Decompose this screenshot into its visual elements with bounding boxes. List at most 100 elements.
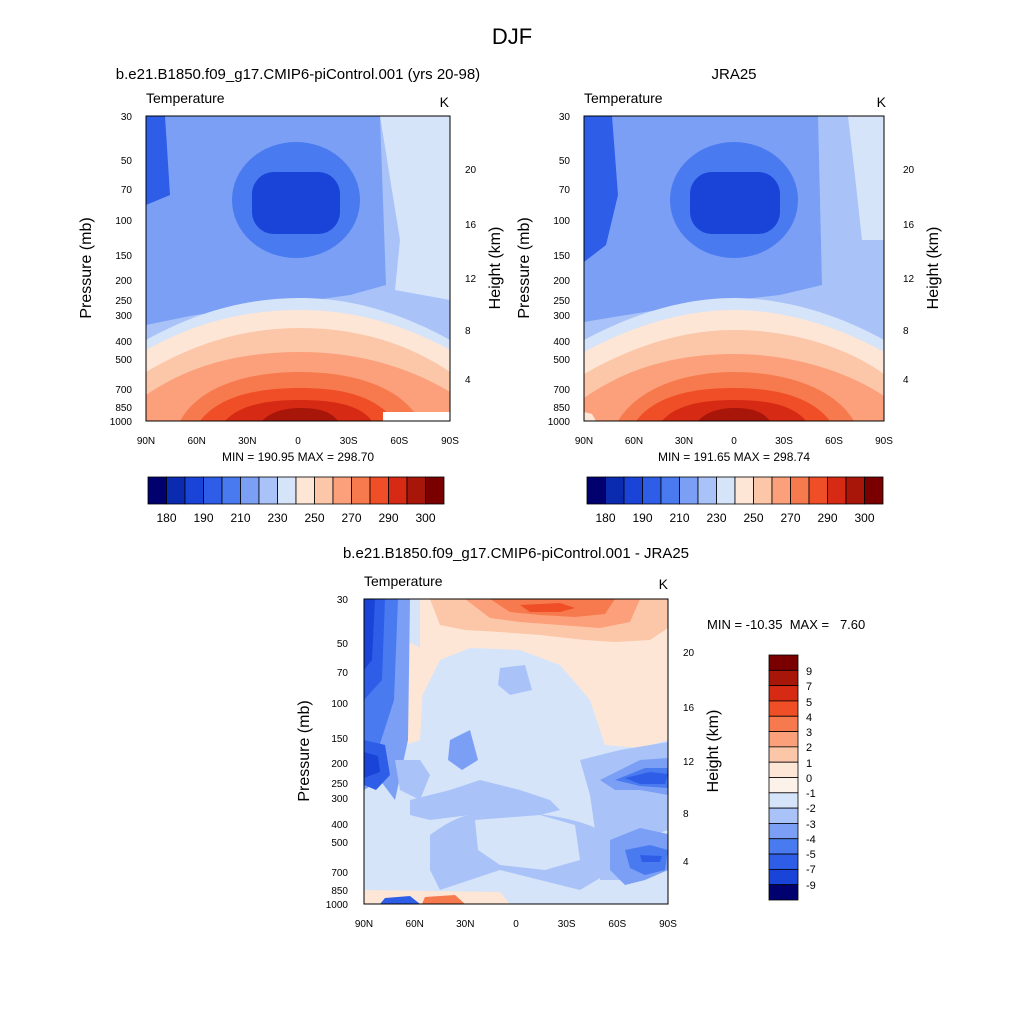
colorbar-swatch <box>827 476 847 505</box>
right-axis-label: Height (km) <box>705 710 722 793</box>
colorbar-swatch <box>768 715 799 732</box>
colorbar <box>147 476 445 505</box>
x-tick-label: 30N <box>675 436 693 447</box>
x-tick-label: 0 <box>731 436 737 447</box>
x-tick-label: 30S <box>775 436 793 447</box>
right-tick-labels: 20 16 12 8 4 <box>683 648 695 868</box>
y-tick-label: 400 <box>331 820 348 831</box>
x-tick-label: 60S <box>390 436 408 447</box>
colorbar-label: 270 <box>780 511 800 525</box>
colorbar-label: 0 <box>806 773 812 785</box>
height-tick-label: 4 <box>465 375 471 386</box>
y-tick-label: 250 <box>553 296 570 307</box>
axis-ticks: 90N 60N 30N 0 30S 60S 90S 30 50 70 100 1… <box>548 112 915 447</box>
colorbar-label: -7 <box>806 864 816 876</box>
colorbar-swatch <box>351 476 371 505</box>
panel-title: b.e21.B1850.f09_g17.CMIP6-piControl.001 … <box>116 66 480 83</box>
colorbar-labels: 9 7 5 4 3 2 1 0 -1 -2 -3 -4 -5 -7 -9 <box>806 666 816 892</box>
plot-frame <box>145 115 451 422</box>
y-tick-label: 250 <box>115 296 132 307</box>
stats-label: MIN = 191.65 MAX = 298.74 <box>658 450 810 464</box>
x-tick-label: 90S <box>875 436 893 447</box>
colorbar-label: 230 <box>267 511 287 525</box>
colorbar-swatch <box>258 476 278 505</box>
y-tick-label: 50 <box>559 156 571 167</box>
x-tick-label: 90S <box>441 436 459 447</box>
colorbar-swatch <box>768 853 799 870</box>
colorbar-swatch <box>768 761 799 778</box>
colorbar-label: -3 <box>806 819 816 831</box>
colorbar-swatch <box>768 669 799 687</box>
colorbar-label: -1 <box>806 788 816 800</box>
x-tick-labels: 90N 60N 30N 0 30S 60S 90S <box>137 436 459 447</box>
x-tick-label: 60N <box>406 919 424 930</box>
x-tick-label: 60S <box>825 436 843 447</box>
panel-units: K <box>440 94 450 110</box>
y-tick-label: 30 <box>337 595 349 606</box>
right-axis-label: Height (km) <box>487 227 504 310</box>
x-tick-label: 60S <box>608 919 626 930</box>
colorbar-swatch <box>768 792 799 809</box>
colorbar-swatch <box>642 476 662 505</box>
colorbar-swatch <box>808 476 828 505</box>
colorbar-label: 180 <box>156 511 176 525</box>
right-tick-labels: 20 16 12 8 4 <box>903 165 915 386</box>
colorbar-swatch <box>586 476 606 505</box>
x-tick-labels: 90N 60N 30N 0 30S 60S 90S <box>355 919 677 930</box>
colorbar-label: 5 <box>806 697 812 709</box>
colorbar-swatch <box>697 476 717 505</box>
colorbar-label: 180 <box>595 511 615 525</box>
plot-frame <box>583 115 885 422</box>
colorbar-swatch <box>768 700 799 717</box>
axis-ticks: 90N 60N 30N 0 30S 60S 90S 30 50 70 100 1… <box>110 112 477 447</box>
right-tick-labels: 20 16 12 8 4 <box>465 165 477 386</box>
colorbar-swatch <box>768 807 799 824</box>
colorbar-label: 9 <box>806 666 812 678</box>
colorbar-label: -5 <box>806 849 816 861</box>
y-tick-label: 300 <box>553 311 570 322</box>
contour-field <box>364 599 668 904</box>
y-axis-label: Pressure (mb) <box>78 217 95 318</box>
y-tick-label: 100 <box>553 216 570 227</box>
colorbar-swatch <box>753 476 773 505</box>
colorbar-swatch <box>716 476 736 505</box>
height-tick-label: 16 <box>683 703 695 714</box>
colorbar-swatch <box>605 476 625 505</box>
panel-title: b.e21.B1850.f09_g17.CMIP6-piControl.001 … <box>343 545 689 562</box>
height-tick-label: 12 <box>903 274 915 285</box>
colorbar-label: 210 <box>230 511 250 525</box>
colorbar-label: -4 <box>806 834 816 846</box>
y-tick-label: 70 <box>559 185 571 196</box>
contour-field <box>146 116 450 421</box>
stats-label: MIN = -10.35 MAX = 7.60 <box>707 617 865 632</box>
colorbar-swatch <box>768 746 799 763</box>
colorbar-swatch <box>295 476 315 505</box>
colorbar-swatch <box>790 476 810 505</box>
x-tick-label: 30S <box>340 436 358 447</box>
y-tick-label: 1000 <box>548 417 571 428</box>
y-tick-label: 1000 <box>326 900 349 911</box>
colorbar-label: 290 <box>817 511 837 525</box>
x-tick-labels: 90N 60N 30N 0 30S 60S 90S <box>575 436 893 447</box>
plot-frame <box>363 598 669 905</box>
colorbar-swatch <box>184 476 204 505</box>
height-tick-label: 20 <box>683 648 695 659</box>
panel-reanalysis: JRA25 Temperature K 90N 60N <box>516 66 942 525</box>
colorbar-label: 7 <box>806 681 812 693</box>
y-tick-label: 850 <box>331 886 348 897</box>
colorbar-label: -2 <box>806 803 816 815</box>
x-tick-label: 0 <box>295 436 301 447</box>
height-tick-label: 20 <box>903 165 915 176</box>
x-tick-label: 60N <box>625 436 643 447</box>
colorbar-label: 250 <box>743 511 763 525</box>
y-tick-label: 50 <box>337 639 349 650</box>
colorbar-swatch <box>314 476 334 505</box>
colorbar-swatch <box>425 476 445 505</box>
colorbar-swatch <box>768 731 799 748</box>
y-tick-label: 700 <box>553 385 570 396</box>
height-tick-label: 4 <box>683 857 689 868</box>
y-tick-label: 30 <box>121 112 133 123</box>
colorbar-swatch <box>166 476 186 505</box>
x-tick-label: 90N <box>575 436 593 447</box>
